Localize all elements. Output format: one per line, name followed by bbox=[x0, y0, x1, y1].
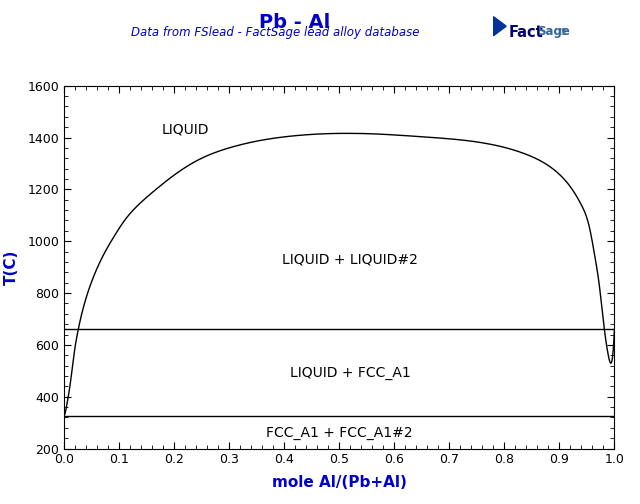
Polygon shape bbox=[493, 17, 506, 36]
Y-axis label: T(C): T(C) bbox=[4, 249, 19, 285]
Text: LIQUID + LIQUID#2: LIQUID + LIQUID#2 bbox=[282, 253, 418, 266]
Text: FCC_A1 + FCC_A1#2: FCC_A1 + FCC_A1#2 bbox=[266, 426, 413, 440]
Text: Data from FSlead - FactSage lead alloy database: Data from FSlead - FactSage lead alloy d… bbox=[131, 26, 419, 39]
Text: LIQUID + FCC_A1: LIQUID + FCC_A1 bbox=[290, 366, 411, 381]
Text: Pb - Al: Pb - Al bbox=[259, 13, 330, 32]
Text: ®: ® bbox=[559, 28, 568, 37]
Text: Sage: Sage bbox=[538, 25, 570, 38]
Text: LIQUID: LIQUID bbox=[161, 123, 209, 137]
Text: Fact: Fact bbox=[509, 25, 543, 40]
X-axis label: mole Al/(Pb+Al): mole Al/(Pb+Al) bbox=[272, 475, 406, 490]
